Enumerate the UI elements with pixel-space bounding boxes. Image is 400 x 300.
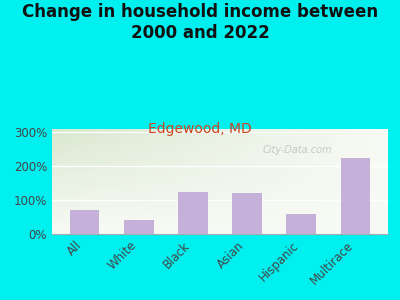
- Bar: [124, 220, 154, 234]
- Bar: [70, 210, 100, 234]
- Bar: [286, 214, 316, 234]
- Text: Edgewood, MD: Edgewood, MD: [148, 122, 252, 136]
- Bar: [232, 194, 262, 234]
- Text: City-Data.com: City-Data.com: [262, 145, 332, 155]
- Bar: [340, 158, 370, 234]
- Bar: [178, 192, 208, 234]
- Text: Change in household income between
2000 and 2022: Change in household income between 2000 …: [22, 3, 378, 42]
